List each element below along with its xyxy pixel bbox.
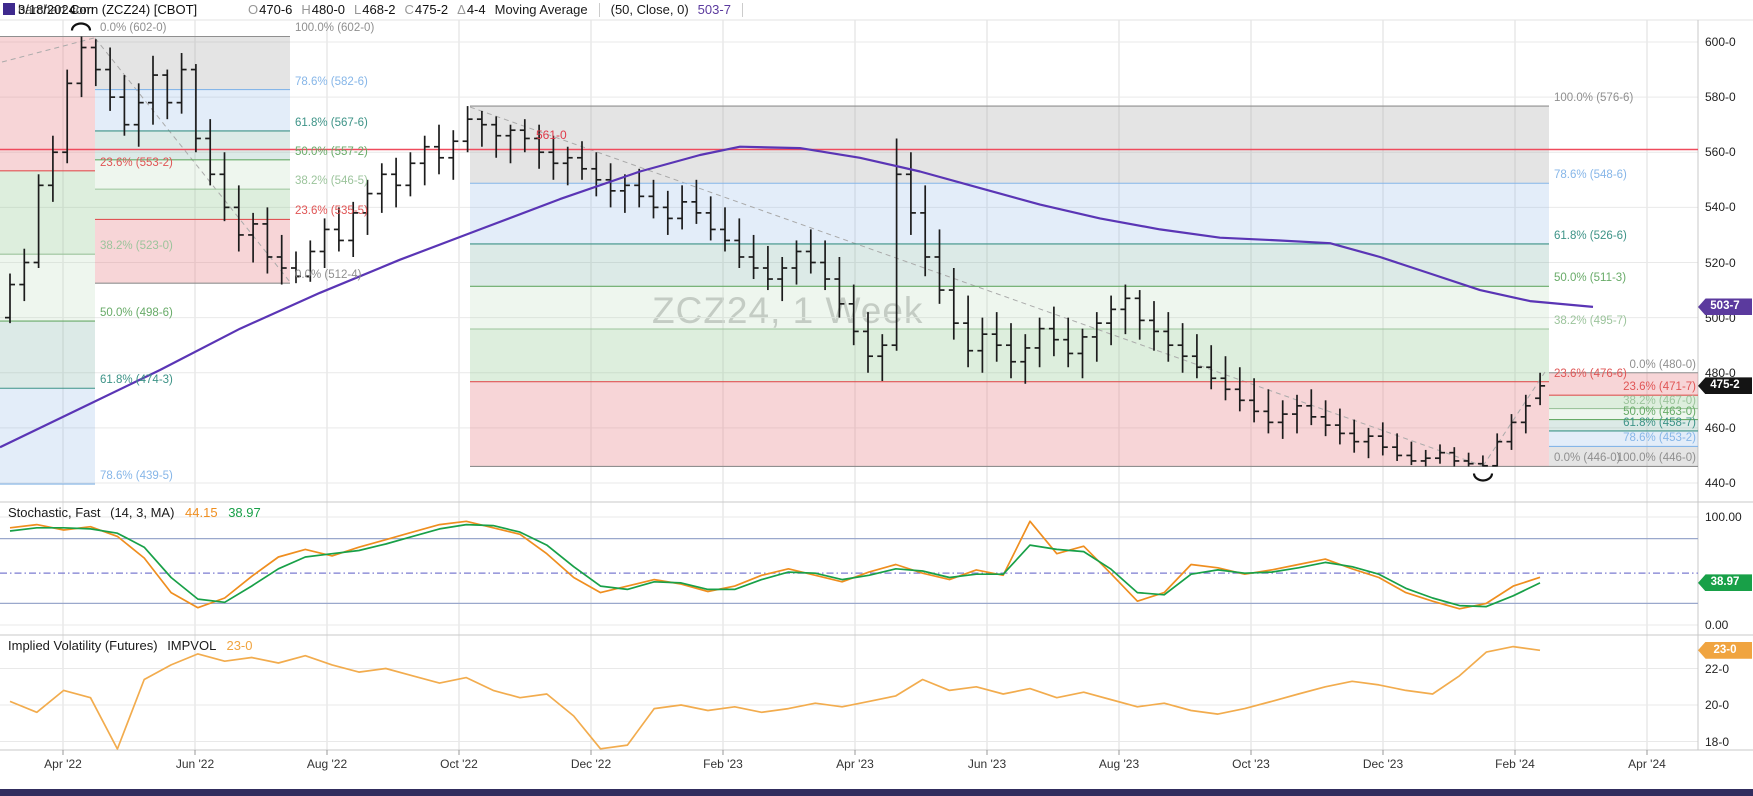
moving-average-line	[0, 145, 1594, 449]
footer-bar	[0, 789, 1753, 796]
header-divider	[598, 2, 600, 17]
stochastic-D-line	[9, 523, 1541, 608]
barchart-logo-text: barchart.com	[18, 2, 94, 17]
change-readout: Δ4-4	[457, 2, 486, 17]
stochastic-value-badge: 38.97	[1698, 574, 1752, 592]
chart-watermark: ZCZ24, 1 Week	[652, 290, 923, 332]
iv-title: Implied Volatility (Futures)	[8, 638, 158, 653]
symbol-title: Corn (ZCZ24) [CBOT]	[70, 2, 198, 17]
pivot-low-marker	[1472, 473, 1494, 482]
fib-recent-up	[1482, 371, 1698, 467]
ma-study-params[interactable]: (50, Close, 0)	[610, 2, 689, 17]
fib-2022-down	[94, 36, 291, 284]
barchart-logo-icon	[3, 3, 15, 15]
stochastic-k-value: 44.15	[185, 505, 218, 520]
fib-apr22-up	[0, 36, 95, 485]
ma-value-badge: 503-7	[1698, 298, 1752, 316]
pivot-high-marker	[70, 22, 92, 31]
implied-volatility-line	[9, 645, 1541, 750]
high-readout: H480-0	[301, 2, 346, 17]
iv-value-badge: 23-0	[1698, 641, 1752, 659]
stochastic-params: (14, 3, MA)	[110, 505, 175, 520]
ma-study-label[interactable]: Moving Average	[494, 2, 588, 17]
crosshair-date-label: 3/18/2024	[18, 2, 76, 17]
stochastic-header[interactable]: Stochastic, Fast (14, 3, MA) 44.15 38.97	[8, 505, 261, 520]
low-readout: L468-2	[354, 2, 396, 17]
ma-study-value: 503-7	[697, 2, 731, 17]
stochastic-title: Stochastic, Fast	[8, 505, 101, 520]
iv-value: 23-0	[226, 638, 253, 653]
implied-volatility-header[interactable]: Implied Volatility (Futures) IMPVOL 23-0	[8, 638, 253, 653]
stochastic-d-value: 38.97	[228, 505, 261, 520]
iv-code: IMPVOL	[167, 638, 216, 653]
header-divider	[741, 2, 743, 17]
stochastic-K-line	[9, 520, 1541, 610]
close-readout: C475-2	[404, 2, 449, 17]
last-price-badge: 475-2	[1698, 377, 1752, 395]
open-readout: O470-6	[248, 2, 293, 17]
